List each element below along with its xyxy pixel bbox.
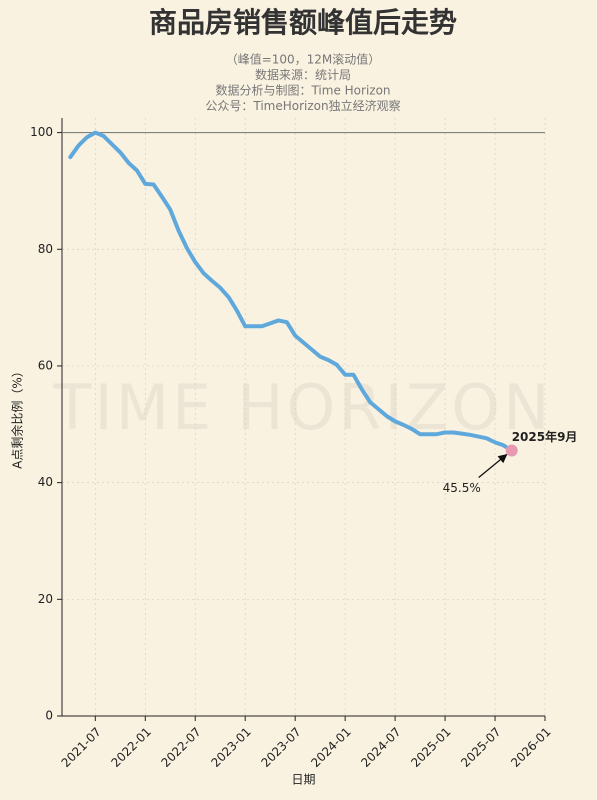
subtitle: 数据分析与制图：Time Horizon: [215, 83, 390, 98]
annotation-arrow: [478, 453, 508, 479]
y-tick-label: 20: [38, 592, 53, 606]
subtitle: （峰值=100，12M滚动值）: [226, 52, 381, 67]
y-tick-label: 0: [45, 709, 53, 723]
highlight-point: [505, 444, 518, 457]
highlight-value-label: 45.5%: [443, 481, 481, 495]
y-tick-label: 100: [30, 125, 53, 139]
chart-title: 商品房销售额峰值后走势: [149, 6, 457, 39]
subtitle: 公众号：TimeHorizon独立经济观察: [205, 98, 400, 113]
y-tick-label: 80: [38, 242, 53, 256]
subtitle: 数据来源：统计局: [255, 67, 351, 82]
x-axis-label: 日期: [291, 773, 315, 787]
y-tick-label: 40: [38, 475, 53, 489]
highlight-label: 2025年9月: [512, 429, 578, 444]
data-line: [68, 130, 514, 453]
watermark: TIME HORIZON: [53, 371, 553, 444]
y-axis-label: A点剩余比例（%）: [10, 365, 25, 469]
y-tick-label: 60: [38, 358, 53, 372]
